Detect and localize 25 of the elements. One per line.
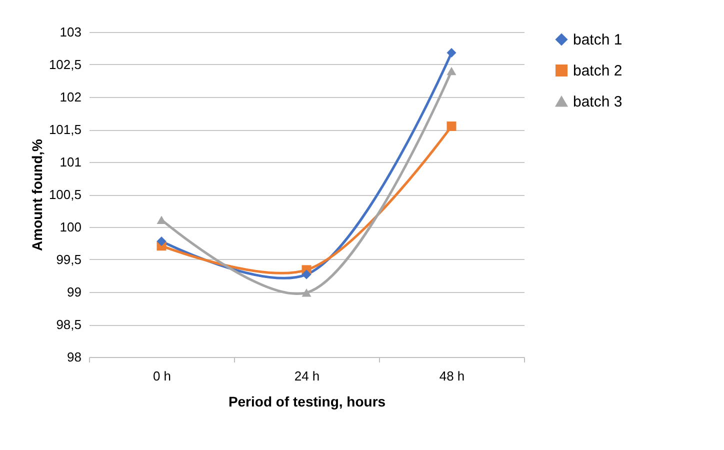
x-tick-label: 0 h	[152, 368, 172, 384]
y-tick-label: 100	[60, 220, 82, 234]
y-axis-title: Amount found,%	[28, 138, 45, 251]
y-tick-label: 99,5	[56, 252, 82, 267]
y-tick-label: 101	[60, 154, 82, 170]
legend-label: batch 1	[573, 32, 622, 48]
x-tick-label: 24 h	[294, 368, 320, 384]
y-tick-label: 102	[60, 90, 82, 104]
point	[302, 270, 312, 280]
point	[156, 236, 166, 246]
point	[446, 122, 456, 131]
point	[446, 48, 456, 58]
y-tick-label: 98,5	[56, 317, 82, 332]
y-tick-label: 103	[60, 24, 82, 40]
point	[446, 66, 456, 76]
point	[302, 288, 312, 297]
y-tick-label: 99	[67, 284, 82, 300]
y-tick-label: 102,5	[48, 57, 82, 72]
y-tick-label: 98	[67, 350, 82, 364]
y-tick-label: 100,5	[48, 187, 82, 202]
legend-label: batch 3	[573, 94, 622, 110]
x-tick-label: 48 h	[439, 368, 465, 384]
x-axis-title: Period of testing, hours	[228, 394, 386, 410]
legend-label: batch 2	[573, 62, 622, 80]
y-tick-label: 101,5	[48, 122, 82, 137]
